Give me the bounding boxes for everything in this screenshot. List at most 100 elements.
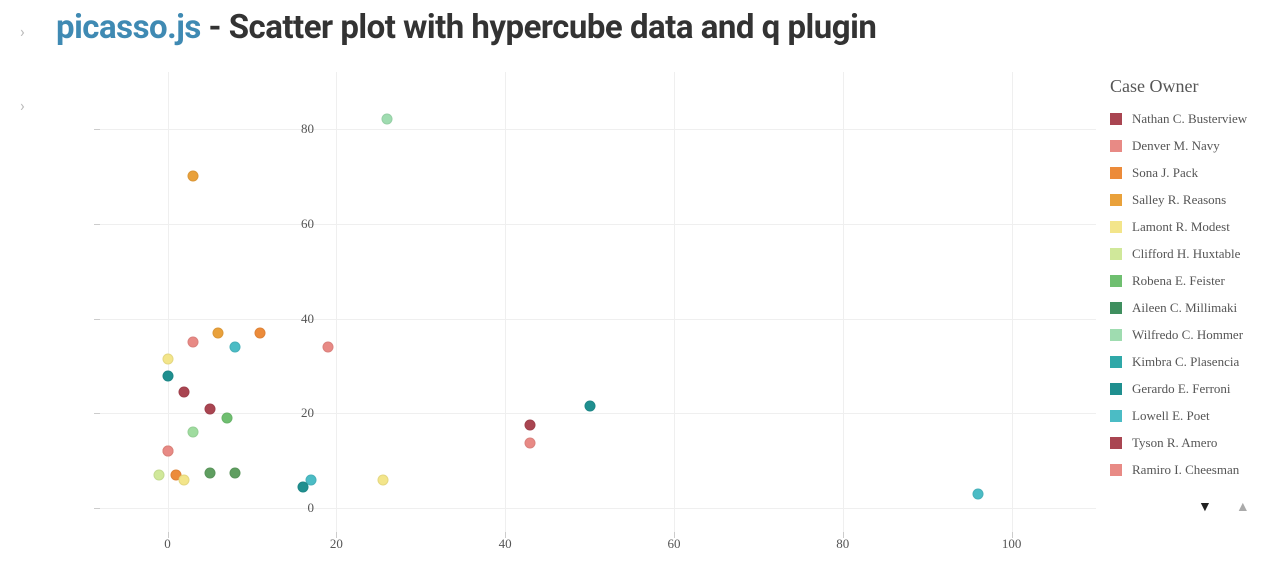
- gridline-v: [505, 72, 506, 532]
- legend-swatch: [1110, 248, 1122, 260]
- title-rest: - Scatter plot with hypercube data and q…: [201, 8, 877, 47]
- scatter-point[interactable]: [230, 467, 241, 478]
- scatter-point[interactable]: [377, 474, 388, 485]
- legend-item[interactable]: Nathan C. Busterview: [1110, 111, 1280, 127]
- gridline-v: [336, 72, 337, 532]
- scatter-point[interactable]: [525, 420, 536, 431]
- legend-title: Case Owner: [1110, 76, 1280, 97]
- x-axis-label: 60: [667, 536, 680, 552]
- legend-page-up-icon[interactable]: ▲: [1236, 498, 1250, 515]
- gridline-h: [100, 319, 1096, 320]
- legend-swatch: [1110, 221, 1122, 233]
- scatter-point[interactable]: [187, 427, 198, 438]
- gridline-h: [100, 508, 1096, 509]
- scatter-point[interactable]: [297, 481, 308, 492]
- y-tick: [94, 319, 100, 320]
- legend-label: Tyson R. Amero: [1132, 435, 1217, 451]
- scatter-point[interactable]: [187, 171, 198, 182]
- y-tick: [94, 129, 100, 130]
- brand-link[interactable]: picasso.js: [56, 8, 201, 47]
- scatter-point[interactable]: [187, 337, 198, 348]
- x-axis-label: 80: [836, 536, 849, 552]
- scatter-point[interactable]: [179, 474, 190, 485]
- legend-item[interactable]: Robena E. Feister: [1110, 273, 1280, 289]
- legend-item[interactable]: Denver M. Navy: [1110, 138, 1280, 154]
- scatter-point[interactable]: [322, 342, 333, 353]
- scatter-point[interactable]: [213, 327, 224, 338]
- y-axis-label: 20: [274, 405, 314, 421]
- legend-swatch: [1110, 410, 1122, 422]
- legend-swatch: [1110, 275, 1122, 287]
- legend-item[interactable]: Salley R. Reasons: [1110, 192, 1280, 208]
- legend-label: Kimbra C. Plasencia: [1132, 354, 1239, 370]
- gridline-v: [843, 72, 844, 532]
- legend-swatch: [1110, 140, 1122, 152]
- scatter-point[interactable]: [221, 413, 232, 424]
- legend-item[interactable]: Tyson R. Amero: [1110, 435, 1280, 451]
- legend-swatch: [1110, 437, 1122, 449]
- scatter-point[interactable]: [230, 342, 241, 353]
- legend-swatch: [1110, 356, 1122, 368]
- scatter-chart: Case Owner Nathan C. BusterviewDenver M.…: [56, 60, 1274, 570]
- legend-swatch: [1110, 194, 1122, 206]
- x-axis-label: 100: [1002, 536, 1022, 552]
- scatter-point[interactable]: [162, 353, 173, 364]
- y-axis-label: 80: [274, 121, 314, 137]
- legend-label: Gerardo E. Ferroni: [1132, 381, 1231, 397]
- y-axis-label: 60: [274, 216, 314, 232]
- plot-area: [100, 72, 1096, 532]
- y-tick: [94, 508, 100, 509]
- legend-item[interactable]: Lamont R. Modest: [1110, 219, 1280, 235]
- legend-label: Lowell E. Poet: [1132, 408, 1210, 424]
- legend-swatch: [1110, 329, 1122, 341]
- scatter-point[interactable]: [162, 446, 173, 457]
- legend-label: Aileen C. Millimaki: [1132, 300, 1237, 316]
- gridline-v: [168, 72, 169, 532]
- legend-item[interactable]: Kimbra C. Plasencia: [1110, 354, 1280, 370]
- legend-swatch: [1110, 302, 1122, 314]
- legend-label: Sona J. Pack: [1132, 165, 1198, 181]
- legend-swatch: [1110, 383, 1122, 395]
- scatter-point[interactable]: [204, 467, 215, 478]
- scatter-point[interactable]: [525, 437, 536, 448]
- legend-item[interactable]: Ramiro I. Cheesman: [1110, 462, 1280, 478]
- gridline-v: [1012, 72, 1013, 532]
- gridline-h: [100, 129, 1096, 130]
- legend-label: Robena E. Feister: [1132, 273, 1225, 289]
- legend-item[interactable]: Clifford H. Huxtable: [1110, 246, 1280, 262]
- scatter-point[interactable]: [204, 403, 215, 414]
- legend: Case Owner Nathan C. Busterview Denver M.…: [1110, 76, 1280, 481]
- legend-swatch: [1110, 464, 1122, 476]
- scatter-point[interactable]: [162, 370, 173, 381]
- legend-item[interactable]: Aileen C. Millimaki: [1110, 300, 1280, 316]
- x-axis-label: 40: [499, 536, 512, 552]
- scatter-point[interactable]: [179, 387, 190, 398]
- scatter-point[interactable]: [154, 470, 165, 481]
- y-tick: [94, 413, 100, 414]
- legend-label: Clifford H. Huxtable: [1132, 246, 1240, 262]
- legend-label: Denver M. Navy: [1132, 138, 1220, 154]
- legend-item[interactable]: Lowell E. Poet: [1110, 408, 1280, 424]
- scatter-point[interactable]: [255, 327, 266, 338]
- scatter-point[interactable]: [584, 401, 595, 412]
- legend-page-down-icon[interactable]: ▼: [1198, 498, 1212, 515]
- y-axis-label: 0: [274, 500, 314, 516]
- scatter-point[interactable]: [381, 114, 392, 125]
- legend-swatch: [1110, 167, 1122, 179]
- legend-label: Nathan C. Busterview: [1132, 111, 1247, 127]
- scatter-point[interactable]: [972, 489, 983, 500]
- legend-pager: ▼ ▲: [1198, 498, 1250, 515]
- legend-item[interactable]: Wilfredo C. Hommer: [1110, 327, 1280, 343]
- y-tick: [94, 224, 100, 225]
- legend-label: Salley R. Reasons: [1132, 192, 1226, 208]
- gridline-h: [100, 224, 1096, 225]
- chevron-right-icon[interactable]: ›: [20, 22, 25, 41]
- chevron-right-icon[interactable]: ›: [20, 96, 25, 115]
- gridline-v: [674, 72, 675, 532]
- y-axis-label: 40: [274, 311, 314, 327]
- legend-label: Wilfredo C. Hommer: [1132, 327, 1243, 343]
- legend-swatch: [1110, 113, 1122, 125]
- page-title: picasso.js - Scatter plot with hypercube…: [56, 8, 876, 47]
- legend-item[interactable]: Gerardo E. Ferroni: [1110, 381, 1280, 397]
- legend-item[interactable]: Sona J. Pack: [1110, 165, 1280, 181]
